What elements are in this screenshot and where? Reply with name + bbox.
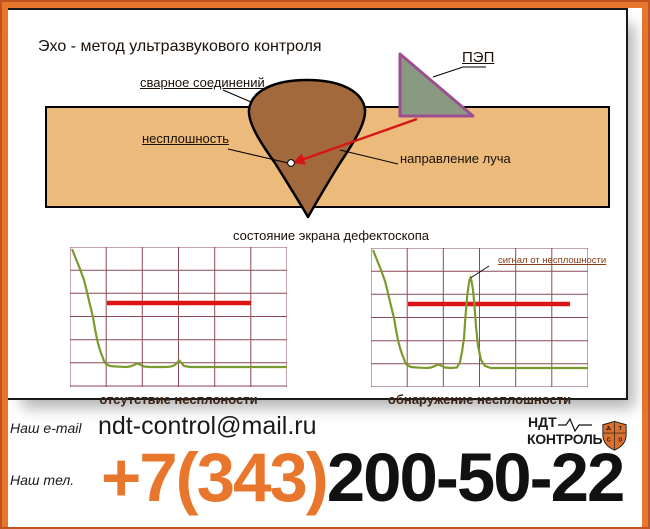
svg-text:D: D: [618, 437, 622, 443]
svg-text:C: C: [607, 437, 611, 443]
